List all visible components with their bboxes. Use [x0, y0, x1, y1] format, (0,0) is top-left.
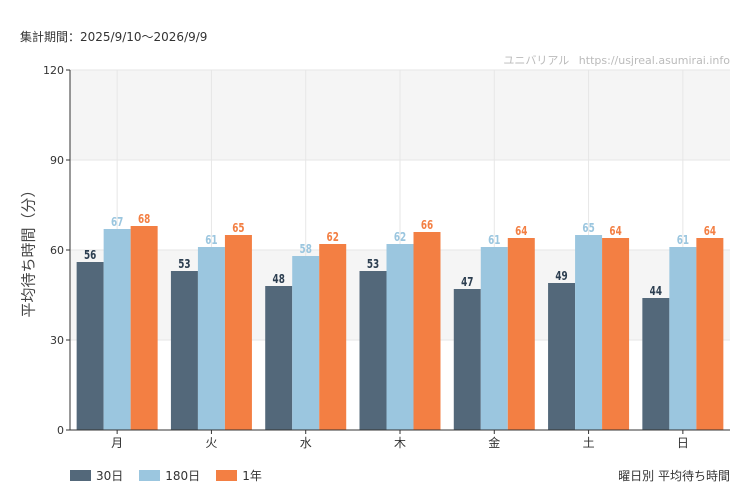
data-label: 64 [609, 224, 621, 238]
bar[interactable] [224, 235, 252, 430]
data-label: 66 [421, 218, 433, 232]
bar[interactable] [292, 256, 320, 430]
bar[interactable] [76, 262, 104, 430]
y-tick-label: 30 [50, 334, 64, 347]
data-label: 61 [677, 233, 689, 247]
data-label: 49 [555, 269, 567, 283]
legend-label: 180日 [165, 469, 201, 483]
bar[interactable] [130, 226, 158, 430]
bar[interactable] [507, 238, 535, 430]
bar[interactable] [197, 247, 225, 430]
data-label: 56 [84, 248, 96, 262]
data-label: 53 [178, 257, 190, 271]
legend-label: 1年 [242, 469, 262, 483]
site-name: ユニバリアル [503, 54, 570, 67]
legend-item-30[interactable]: 30日 [70, 467, 123, 484]
bar[interactable] [103, 229, 131, 430]
bar[interactable] [669, 247, 697, 430]
bar[interactable] [602, 238, 630, 430]
data-label: 44 [650, 284, 662, 298]
bar[interactable] [265, 286, 293, 430]
data-label: 53 [367, 257, 379, 271]
bar[interactable] [319, 244, 347, 430]
aggregation-period: 集計期間：2025/9/10〜2026/9/9 [20, 30, 208, 44]
legend-swatch [139, 470, 161, 481]
y-tick-label: 0 [57, 424, 64, 437]
data-label: 67 [111, 215, 123, 229]
data-label: 62 [327, 230, 339, 244]
legend-item-1y[interactable]: 1年 [216, 467, 262, 484]
data-label: 64 [704, 224, 716, 238]
legend-item-180[interactable]: 180日 [139, 467, 200, 484]
y-tick-label: 60 [50, 244, 64, 257]
legend-label: 30日 [96, 469, 124, 483]
bar[interactable] [575, 235, 603, 430]
bar[interactable] [453, 289, 481, 430]
data-label: 65 [582, 221, 594, 235]
site-url[interactable]: https://usjreal.asumirai.info [578, 54, 730, 67]
data-label: 68 [138, 212, 150, 226]
x-tick-label: 木 [394, 436, 406, 450]
x-tick-label: 金 [488, 435, 500, 450]
bar[interactable] [548, 283, 576, 430]
x-tick-label: 火 [205, 436, 217, 450]
data-label: 61 [488, 233, 500, 247]
bar[interactable] [170, 271, 198, 430]
bar[interactable] [359, 271, 387, 430]
y-tick-label: 120 [43, 64, 64, 77]
site-credit[interactable]: ユニバリアル https://usjreal.asumirai.info [503, 52, 730, 68]
x-tick-label: 水 [300, 436, 312, 450]
bar[interactable] [386, 244, 414, 430]
data-label: 64 [515, 224, 527, 238]
x-tick-label: 土 [583, 436, 595, 450]
data-label: 48 [273, 272, 285, 286]
bar[interactable] [696, 238, 724, 430]
chart-caption: 曜日別 平均待ち時間 [618, 469, 730, 483]
y-tick-label: 90 [50, 154, 64, 167]
data-label: 62 [394, 230, 406, 244]
data-label: 47 [461, 275, 473, 289]
bar[interactable] [413, 232, 441, 430]
x-tick-label: 日 [677, 436, 689, 450]
legend: 30日 180日 1年 [70, 467, 262, 484]
data-label: 61 [205, 233, 217, 247]
legend-swatch [70, 470, 91, 481]
x-tick-label: 月 [111, 436, 123, 450]
bar[interactable] [642, 298, 670, 430]
data-label: 58 [300, 242, 312, 256]
legend-swatch [216, 470, 238, 481]
bar[interactable] [480, 247, 508, 430]
data-label: 65 [232, 221, 244, 235]
